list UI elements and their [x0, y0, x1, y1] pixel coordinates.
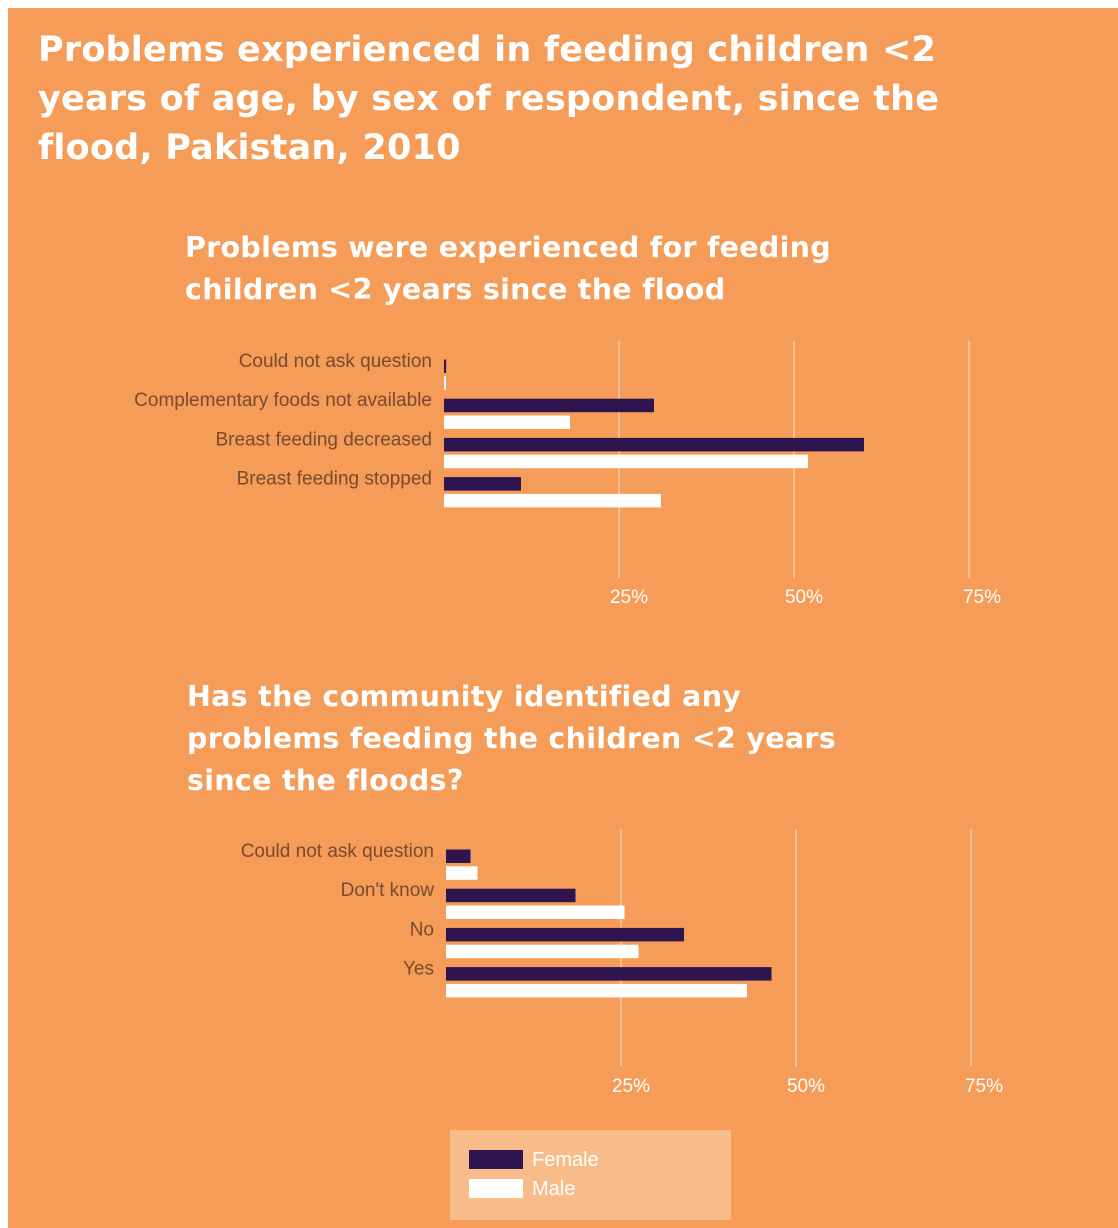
bar-male-complementary-foods-not-available	[444, 415, 570, 429]
chart-panel: Problems experienced in feeding children…	[8, 8, 1118, 1228]
bar-male-yes	[446, 983, 747, 998]
legend-swatch-male	[469, 1179, 523, 1198]
tick-label-50: 50%	[785, 587, 823, 608]
tick-label-75: 75%	[965, 1076, 1003, 1097]
bar-female-no	[446, 927, 684, 942]
bar-male-could-not-ask-question	[446, 866, 478, 880]
category-label-complementary-foods-not-available: Complementary foods not available	[134, 390, 432, 411]
bar-male-breast-feeding-stopped	[444, 493, 661, 508]
bar-male-could-not-ask-question	[444, 376, 446, 390]
category-label-could-not-ask-question: Could not ask question	[241, 841, 434, 862]
tick-label-25: 25%	[612, 1076, 650, 1097]
category-label-no: No	[410, 919, 434, 940]
category-label-don-t-know: Don't know	[341, 880, 435, 901]
bar-female-could-not-ask-question	[444, 359, 447, 373]
legend: Female Male	[450, 1130, 731, 1220]
category-label-breast-feeding-stopped: Breast feeding stopped	[237, 469, 432, 490]
category-label-could-not-ask-question: Could not ask question	[239, 351, 432, 372]
bar-male-breast-feeding-decreased	[444, 454, 808, 469]
page-title: Problems experienced in feeding children…	[38, 30, 940, 168]
chart-title-community-problems: Has the community identified any problem…	[187, 680, 837, 797]
tick-label-75: 75%	[963, 587, 1001, 608]
category-label-breast-feeding-decreased: Breast feeding decreased	[215, 429, 432, 450]
bar-male-don-t-know	[446, 905, 625, 919]
bar-male-no	[446, 944, 639, 959]
bar-female-could-not-ask-question	[446, 849, 471, 863]
bar-female-don-t-know	[446, 888, 576, 903]
bar-female-complementary-foods-not-available	[444, 398, 654, 413]
bar-female-yes	[446, 967, 772, 981]
chart-title-feeding-problems: Problems were experienced for feeding ch…	[185, 231, 831, 306]
legend-swatch-female	[469, 1150, 523, 1169]
category-label-yes: Yes	[403, 959, 434, 980]
bar-female-breast-feeding-decreased	[444, 437, 864, 452]
legend-label-male: Male	[532, 1178, 576, 1200]
bar-female-breast-feeding-stopped	[444, 477, 521, 491]
tick-label-25: 25%	[610, 587, 648, 608]
legend-label-female: Female	[532, 1149, 599, 1171]
tick-label-50: 50%	[787, 1076, 825, 1097]
